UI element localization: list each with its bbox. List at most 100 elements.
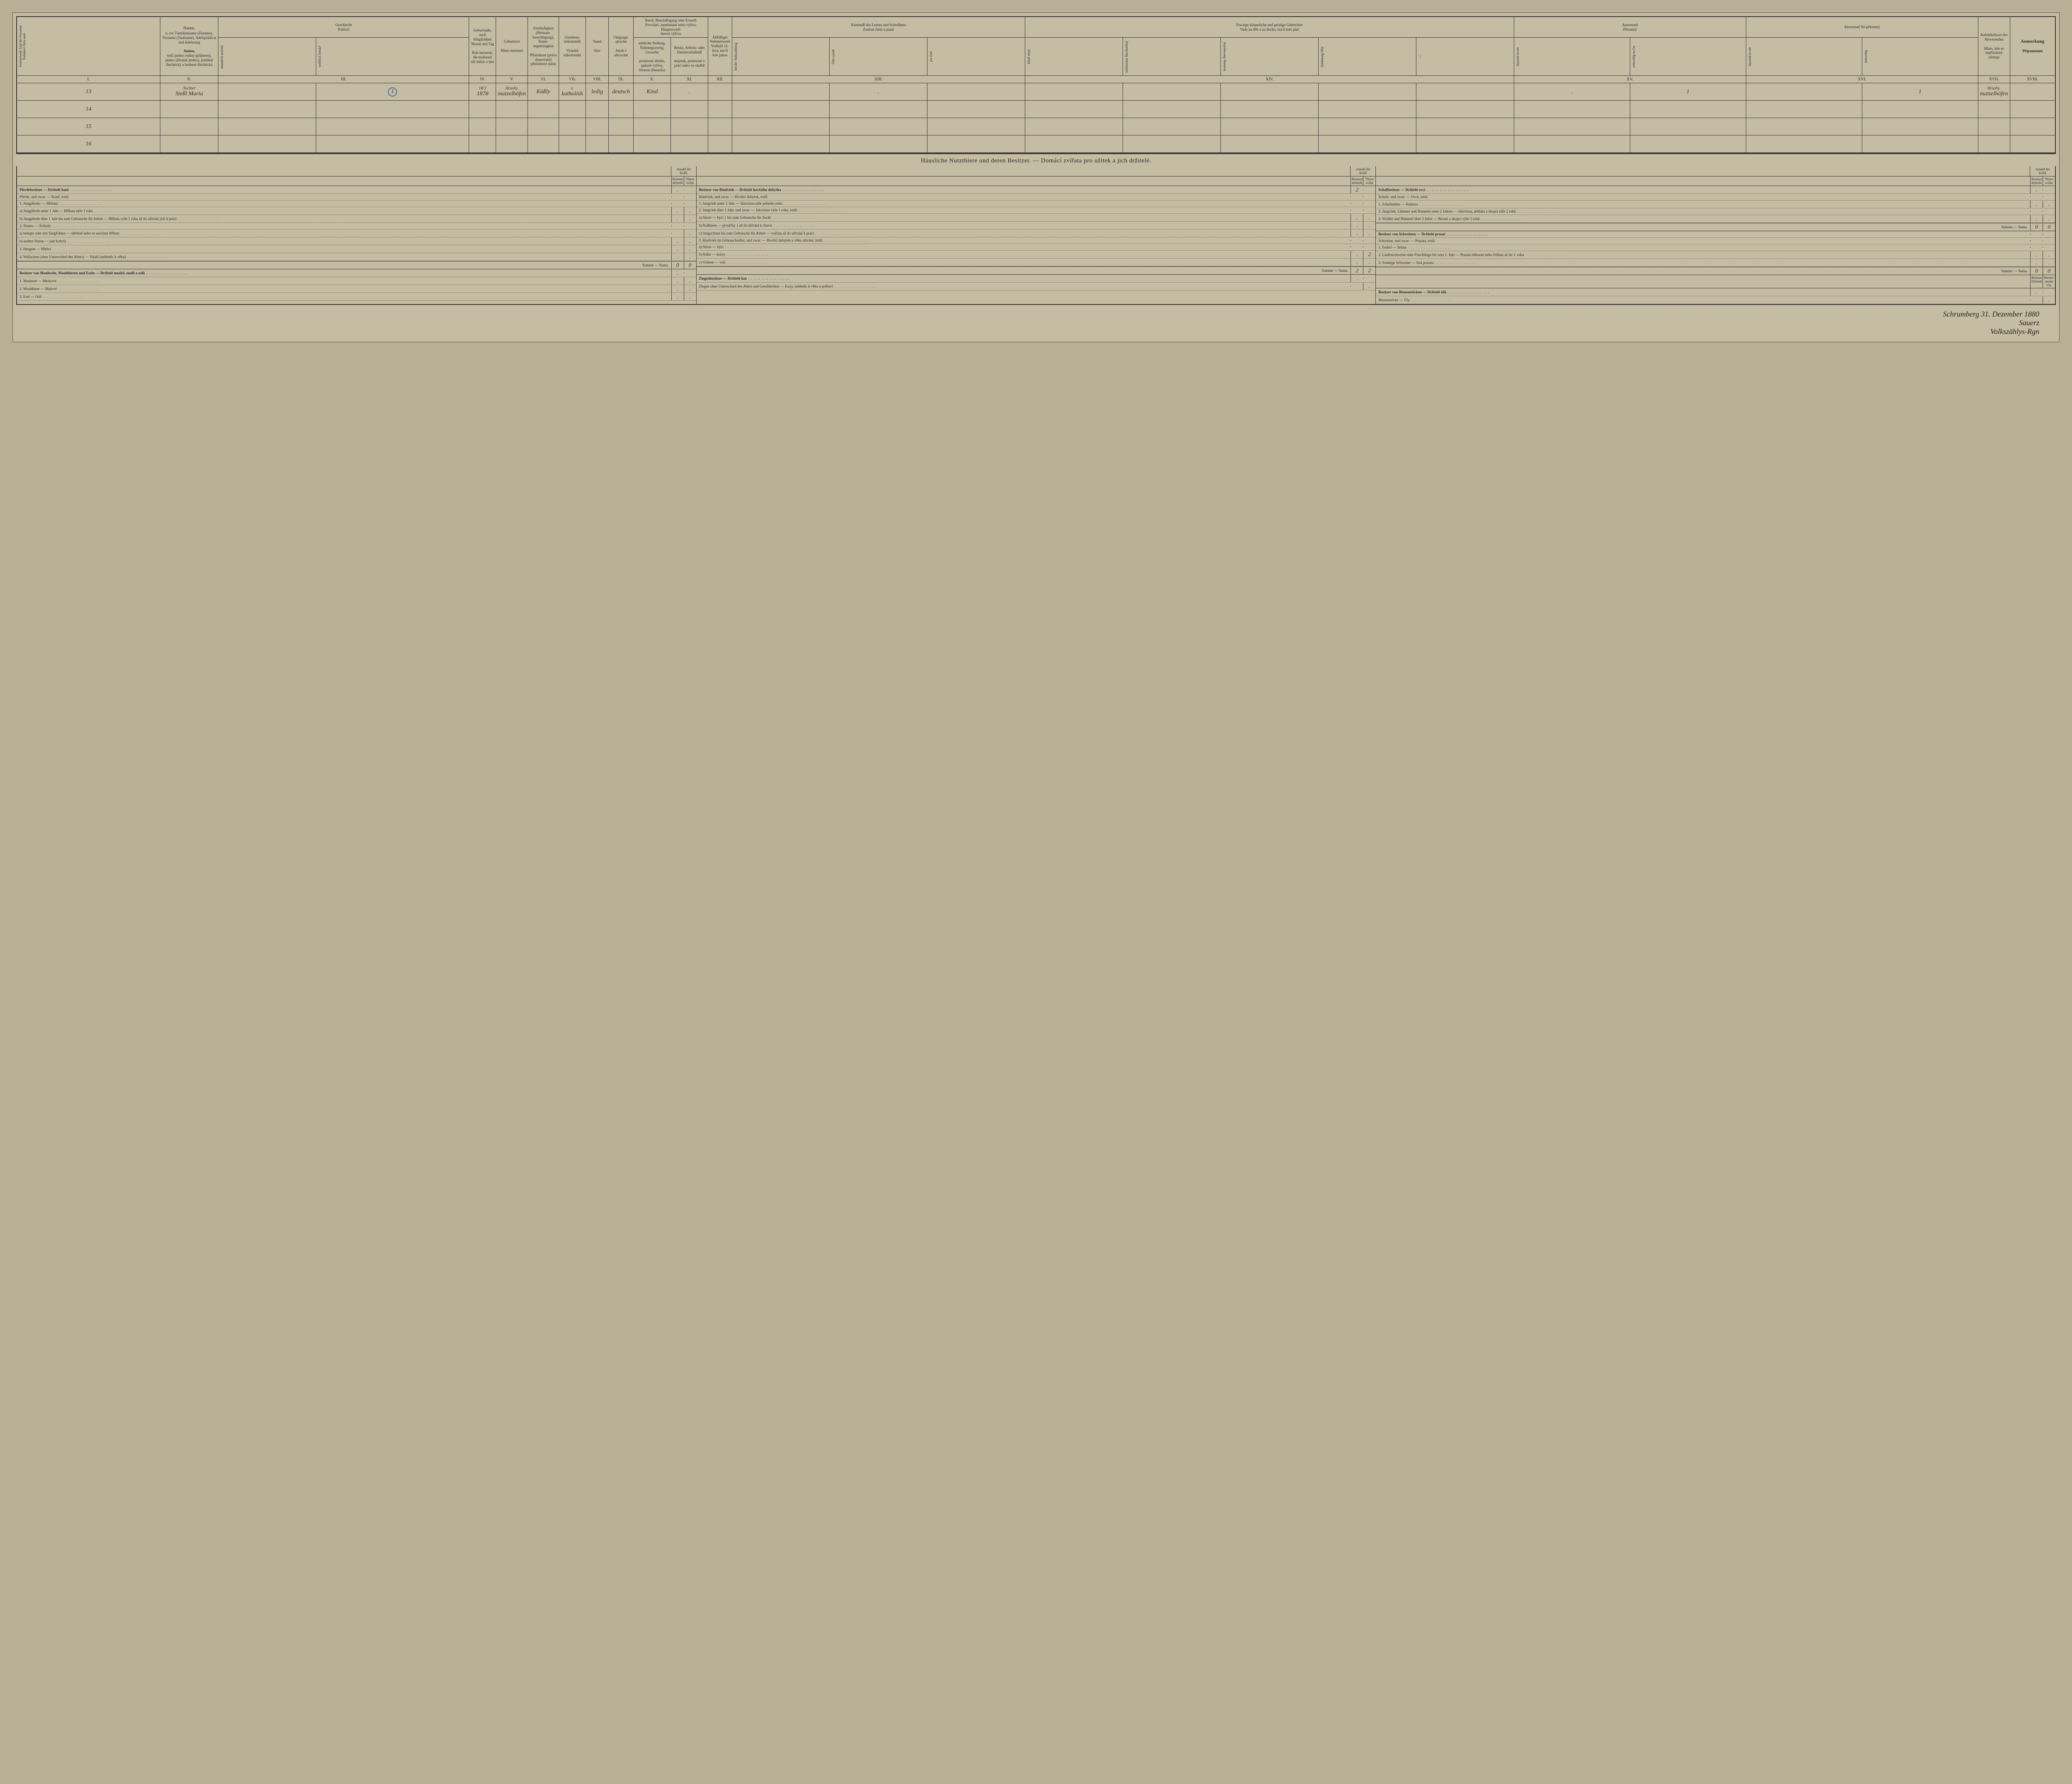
cell: [671, 135, 708, 153]
animal-line: Summe — Suma.00: [1376, 223, 2055, 231]
cell: [469, 135, 496, 153]
animal-line: Rindvieh, und zwar: — Hovězí dobytek, to…: [697, 194, 1376, 201]
signature-role: Volkszählys-Rgn: [33, 327, 2039, 336]
animal-line: Pferde, und zwar: — Koně, totiž:: [17, 194, 696, 201]
owner-count: .: [2030, 186, 2043, 193]
animal-label: a) Stiere — býci: [697, 244, 1351, 250]
cell: ledig: [586, 83, 609, 101]
cell: [469, 101, 496, 118]
col-III-cz: Pohlaví: [338, 27, 350, 31]
owner-count: [671, 203, 684, 204]
col-VIII-de: Stand: [593, 39, 602, 44]
animal-line: Schafe, und zwar: — Ovce, totiž:: [1376, 194, 2055, 201]
owner-count: .: [2030, 201, 2043, 208]
animal-line: Besitzer von Bienenstöcken — Držitelé úl…: [1376, 288, 2055, 296]
cell: [830, 101, 927, 118]
cell: [1746, 135, 1862, 153]
cell: [1025, 135, 1123, 153]
animal-line: 1. Jungvieh unter 1 Jahr — Jalovizna níž…: [697, 201, 1376, 207]
animal-label: 3. Hengste — Hřebci: [17, 246, 671, 252]
cell: [1025, 83, 1123, 101]
cell: [1630, 101, 1746, 118]
cell: [218, 101, 316, 118]
cell: [1221, 135, 1319, 153]
animal-line: Ziegenbesitzer — Držitelé koz.: [697, 275, 1376, 283]
animal-label: a) Jungpferde unter 1 Jahr — Hříbata níž…: [17, 208, 671, 214]
owner-count: [2030, 211, 2043, 212]
cell: [469, 118, 496, 135]
col-II-cz-title: Jméno,: [184, 49, 195, 53]
cell: [316, 118, 469, 135]
cell: 1: [316, 83, 469, 101]
cell: [1416, 83, 1514, 101]
persons-table-body: 13TochterSteßl Maria118/21878Hrushy.matz…: [17, 83, 2055, 153]
cell: [496, 101, 528, 118]
animals-col-1: Anzahl derKolik Besitzer držitelůThiere …: [17, 166, 697, 304]
col-VI-de: Zuständigkeit (Heimats-berechtigung), St…: [533, 26, 554, 48]
col-XIV-sub3: irrsinnig choromyslný: [1222, 40, 1227, 73]
animal-line: Schafbesitzer — Držitelé ovcí.: [1376, 186, 2055, 194]
cell: [1630, 135, 1746, 153]
animal-count: [1363, 203, 1375, 204]
animal-line: 3. Rindvieh im Gebrauchsalter, und zwar:…: [697, 237, 1376, 244]
animal-count: .: [1363, 214, 1375, 221]
cell: [732, 83, 830, 101]
cell: [708, 118, 732, 135]
owner-count: 2: [1351, 267, 1363, 274]
animal-label: b) Jungpferde über 1 Jahr bis zum Gebrau…: [17, 216, 671, 222]
animal-line: 2. Jungvieh über 1 Jahr, und zwar: — Jal…: [697, 207, 1376, 214]
animal-line: 2. Läuferschweine oder Frischlinge bis z…: [1376, 251, 2055, 259]
animal-label: a) belegte oder mit Saugfohlen — skřebné…: [17, 230, 671, 236]
owner-count: .: [671, 215, 684, 222]
cell: 1: [1862, 83, 1978, 101]
cell: [218, 83, 316, 101]
animal-line: a) Stiere — býci } bis zum Gebrauche für…: [697, 214, 1376, 222]
animal-count: 2: [1363, 267, 1375, 274]
col-XV-sub1: dauernd trvale: [1516, 46, 1520, 68]
cell: 13: [17, 83, 160, 101]
cell: [671, 101, 708, 118]
cell: [528, 101, 559, 118]
person-row: 14: [17, 101, 2055, 118]
col-XIII-de: Kenntniß des Lesens und Schreibens: [851, 23, 906, 27]
cell: [927, 83, 1025, 101]
col-IV-cz: Rok narození, dle možnosti též měsíc a d…: [471, 51, 494, 64]
animal-count: [684, 189, 696, 190]
cell: [218, 135, 316, 153]
owner-count: .: [2030, 288, 2043, 296]
col-XIV-sub2: taubstumm hluchoněmý: [1125, 39, 1129, 74]
cell: [160, 101, 218, 118]
animal-label: 3. Esel — Osli: [17, 294, 671, 300]
animal-count: 0: [2043, 223, 2055, 231]
cell: [2010, 83, 2055, 101]
animal-label: 1. Schafmütter — Bahnice: [1376, 201, 2030, 207]
animal-label: 2. Läuferschweine oder Frischlinge bis z…: [1376, 252, 2030, 258]
col-III-f-cz: ženské: [318, 46, 322, 55]
signature-name: Sauerz: [33, 319, 2039, 327]
cell: [559, 135, 586, 153]
animal-line: 1. Schafmütter — Bahnice..: [1376, 201, 2055, 208]
animal-line: Summe — Suma.00: [17, 261, 696, 269]
col-X-XI-cz: Povolání, zaměstnání nebo výživa: [645, 23, 696, 27]
animal-count: .: [684, 285, 696, 292]
cell: [708, 101, 732, 118]
animal-count: [1363, 189, 1375, 190]
col-XIII-sub3: jen čísti: [929, 50, 934, 63]
owner-count: .: [1351, 214, 1363, 221]
cell: [218, 118, 316, 135]
col-XIII-cz: Znalost čtení a psaní: [863, 27, 894, 31]
animal-count: .: [2043, 259, 2055, 266]
animal-count: .: [1363, 283, 1375, 290]
owner-count: .: [1351, 275, 1363, 282]
col-XV-de: Anwesend: [1622, 23, 1638, 27]
col-III-de: Geschlecht: [335, 23, 352, 27]
animal-label: Schafbesitzer — Držitelé ovcí: [1376, 187, 2030, 193]
cell: [708, 83, 732, 101]
animal-line: a) Jungpferde unter 1 Jahr — Hříbata níž…: [17, 207, 696, 215]
animal-label: 4. Wallachen (ohne Unterschied des Alter…: [17, 254, 671, 260]
col-I-header: Fortlaufende Zahl der PersonenPořadové č…: [19, 24, 27, 69]
animal-line: Pferdebesitzer — Držitelé koní.: [17, 186, 696, 194]
col-X-XI-sub-cz: hlavní výživa: [661, 31, 681, 36]
cell: [708, 135, 732, 153]
owner-count: 0: [2030, 223, 2043, 231]
